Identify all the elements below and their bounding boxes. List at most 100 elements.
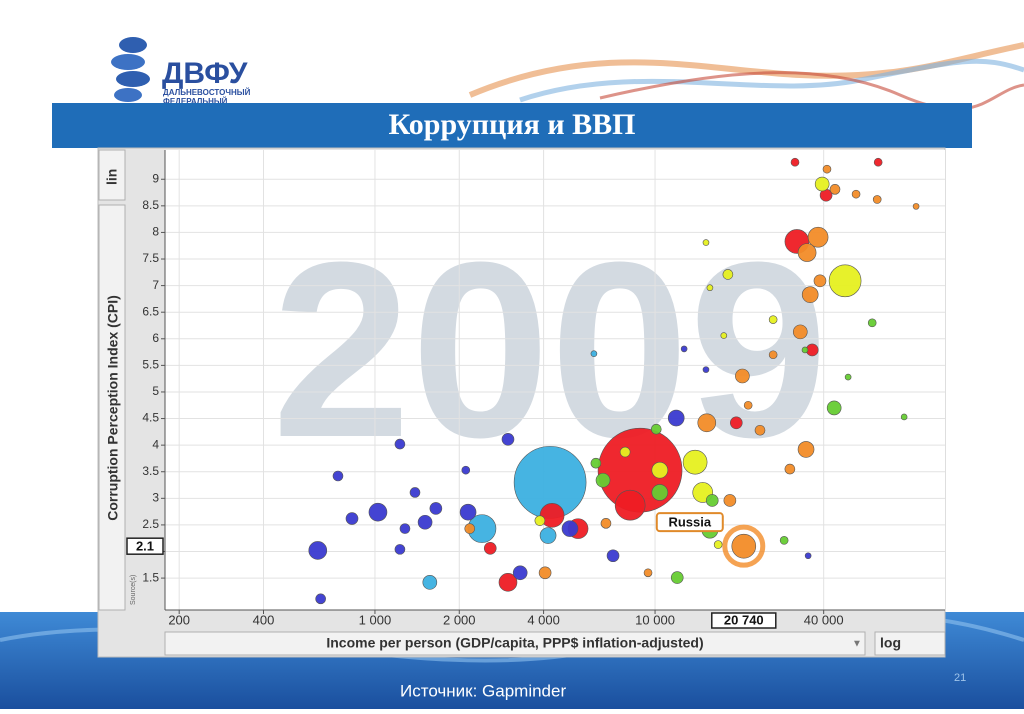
bubble [779,536,789,545]
y-tick-label: 4.5 [142,411,159,425]
bubble [826,400,842,416]
x-axis-selector[interactable] [164,631,866,656]
bubble [538,566,552,580]
bubble [807,226,829,248]
bubble [670,571,684,584]
bubble [743,400,753,410]
bubble [844,373,852,381]
y-tick-label: 2.5 [142,517,159,531]
bubble [459,503,477,521]
bubble [600,518,612,529]
bubble [643,568,653,578]
bubble [801,346,809,354]
y-tick-label: 9 [152,171,159,185]
logo-line: ДАЛЬНЕВОСТОЧНЫЙ [163,88,251,97]
x-tick-label: 2 000 [443,612,476,627]
bubble [539,527,557,544]
bubble [422,575,438,590]
bubble [754,424,766,436]
x-tick-label: 1 000 [359,612,392,627]
bubble [702,239,710,246]
x-axis-label: Income per person (GDP/capita, PPP$ infl… [326,635,703,651]
bubble [822,164,832,174]
decor-waves [468,42,1024,111]
x-tick-label: 40 000 [804,612,844,627]
bubble [417,514,433,530]
x-tick-label: 10 000 [635,612,675,627]
bubble [595,472,611,488]
y-tick-label: 7 [152,278,159,292]
scale-toggle[interactable] [98,149,126,201]
y-axis-selector[interactable] [98,204,126,611]
bubble [650,423,662,435]
x-marker-box [711,612,777,629]
y-scale-label[interactable]: lin [104,169,120,185]
y-tick-label: 4 [152,437,159,451]
bubble [464,523,476,534]
bubble [697,413,717,433]
bubble [900,413,908,421]
bubble [651,484,669,501]
bubble [797,243,817,262]
bubble [680,345,688,353]
x-marker-label: 20 740 [724,612,764,627]
bubble [912,203,920,210]
y-tick-label: 7.5 [142,251,159,265]
bubble [784,463,796,475]
logo: ДВФУ ДАЛЬНЕВОСТОЧНЫЙ ФЕДЕРАЛЬНЫЙ [111,37,251,106]
plot: 20091.522.533.544.555.566.577.588.592004… [142,150,945,629]
bubble [867,318,877,328]
y-tick-label: 5 [152,384,159,398]
bubble [561,520,579,537]
x-tick-label: 200 [168,612,190,627]
sources-label[interactable]: Source(s) [130,575,137,605]
y-tick-label: 6 [152,331,159,345]
bubble [394,438,406,450]
bubble [368,502,388,522]
bubble [713,540,723,549]
bubble [873,157,883,167]
bubble [590,350,598,357]
x-scale-label[interactable]: log [880,635,901,651]
bubble [813,274,827,288]
bubble [619,446,631,458]
source: Источник: Gapminder [400,681,566,700]
bubble [768,350,778,360]
year-watermark: 2009 [272,210,828,489]
bubble [651,461,669,479]
bubble [315,593,326,605]
x-scale-toggle[interactable] [874,631,946,656]
slide-title: Коррупция и ВВП [389,108,636,141]
bubble [804,552,812,560]
bubble [792,324,808,340]
y-marker-label: 2.1 [136,539,154,554]
bubble [682,449,708,475]
y-marker-box [126,537,164,555]
highlight-ring [722,524,766,568]
bubble [828,264,862,298]
bubble [345,512,359,525]
x-tick-label: 4 000 [527,612,560,627]
bubble [501,432,515,446]
y-tick-label: 1.5 [142,570,159,584]
highlight-box [655,512,724,533]
y-tick-label: 8 [152,225,159,239]
y-axis-label: Corruption Perception Index (CPI) [105,295,121,521]
highlight-label: Russia [668,515,711,530]
y-tick-label: 3 [152,490,159,504]
bubble [801,286,819,303]
bubble [483,542,497,555]
bubble [814,176,830,192]
bubble [332,470,344,482]
bubble [498,573,518,592]
bubble [735,368,750,384]
bubble [720,332,728,339]
bubble [729,416,743,430]
bubble [399,523,411,534]
y-tick-label: 6.5 [142,304,159,318]
bubble [461,465,471,475]
title-bar [52,103,972,148]
dropdown-arrow[interactable]: ▼ [852,639,862,650]
